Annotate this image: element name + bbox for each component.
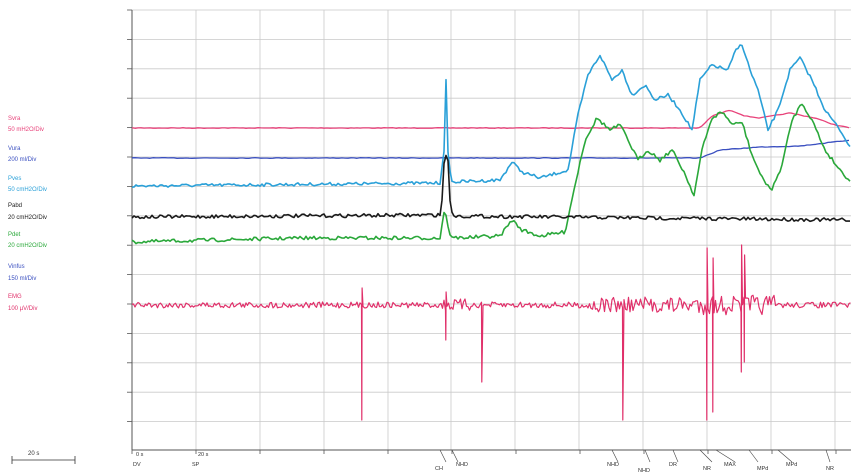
channel-label-svra: Svra	[8, 116, 21, 122]
event-marker-line	[825, 449, 831, 463]
channel-scale-emg: 100 µV/Div	[8, 306, 37, 312]
event-marker-line	[699, 449, 713, 463]
channel-label-emg: EMG	[8, 294, 22, 300]
time-label-20: 20 s	[198, 452, 209, 458]
channel-scale-pves: 50 cmH2O/Div	[8, 187, 47, 193]
trace-pves	[131, 44, 851, 188]
event-marker-line	[644, 449, 651, 463]
trace-vura	[131, 139, 850, 159]
trace-svra	[131, 109, 850, 129]
traces	[131, 44, 851, 421]
channel-label-pdet: Pdet	[8, 232, 21, 238]
event-marker: MAX	[724, 462, 736, 468]
channel-label-vinfus: Vinfus	[8, 264, 25, 270]
event-marker: MPd	[757, 466, 768, 472]
channel-scale-vinfus: 150 ml/Div	[8, 276, 36, 282]
channel-scale-pabd: 20 cmH2O/Div	[8, 215, 47, 221]
channel-label-pves: Pves	[8, 176, 21, 182]
channel-label-pabd: Pabd	[8, 203, 22, 209]
event-marker: DV	[133, 462, 141, 468]
event-marker-line	[672, 449, 679, 463]
trace-pdet	[131, 103, 851, 245]
event-marker: MPd	[786, 462, 797, 468]
trace-pabd	[131, 154, 850, 223]
event-marker-line	[715, 449, 736, 463]
event-marker-line	[611, 449, 619, 463]
event-marker-line	[777, 449, 793, 463]
event-marker: NHD	[456, 462, 468, 468]
channel-label-vura: Vura	[8, 146, 21, 152]
channel-scale-svra: 50 mH2O/Div	[8, 127, 44, 133]
event-marker-lines	[439, 449, 831, 463]
event-marker-line	[451, 449, 459, 463]
event-marker: NHD	[638, 468, 650, 474]
event-marker: NR	[703, 466, 711, 472]
event-marker: NR	[826, 466, 834, 472]
grid	[127, 9, 851, 454]
time-scale-bar: 20 s	[11, 451, 76, 464]
event-marker: CH	[435, 466, 443, 472]
event-marker-line	[748, 449, 759, 463]
event-markers: DV SP CH NHD NHD NHD DR NR MAX MPd MPd N…	[133, 462, 834, 474]
event-marker: NHD	[607, 462, 619, 468]
channel-scale-pdet: 20 cmH2O/Div	[8, 243, 47, 249]
time-scale-label: 20 s	[28, 451, 39, 457]
trace-emg	[131, 244, 851, 421]
time-label-0: 0 s	[136, 452, 144, 458]
event-marker-line	[439, 449, 447, 463]
channel-scale-vura: 200 ml/Div	[8, 157, 36, 163]
channel-labels: Svra 50 mH2O/Div Vura 200 ml/Div Pves 50…	[8, 116, 47, 312]
event-marker: DR	[669, 462, 677, 468]
event-marker: SP	[192, 462, 200, 468]
